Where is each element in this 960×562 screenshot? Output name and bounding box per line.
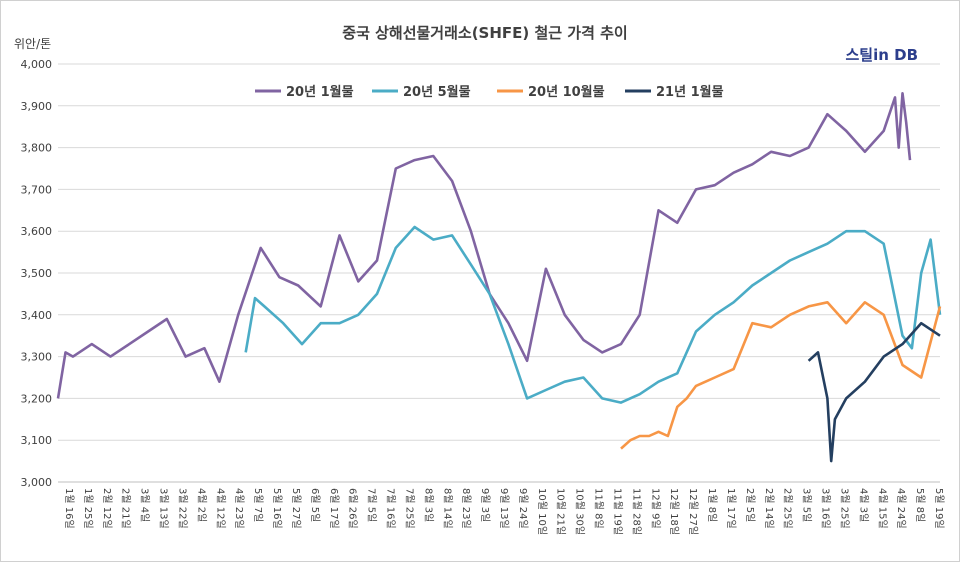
x-tick-label: 11월 19일 [611, 488, 623, 535]
x-tick-label: 11월 28일 [630, 488, 642, 535]
x-tick-label: 8월 14일 [441, 488, 453, 529]
x-tick-label: 3월 22일 [176, 488, 188, 529]
y-axis-unit: 위안/톤 [14, 37, 51, 51]
x-tick-label: 2월 14일 [763, 488, 775, 529]
x-tick-label: 9월 13일 [498, 488, 510, 529]
grid-lines [58, 63, 940, 483]
x-tick-label: 9월 3일 [479, 488, 491, 522]
x-tick-label: 2월 12일 [101, 488, 113, 529]
x-tick-label: 5월 27일 [290, 488, 302, 529]
series-line-2 [244, 225, 942, 404]
y-tick-label: 3,200 [21, 392, 53, 405]
x-tick-label: 4월 3일 [857, 488, 869, 522]
y-tick-label: 3,800 [21, 142, 53, 155]
y-tick-label: 3,000 [21, 476, 53, 489]
x-tick-label: 12월 18일 [668, 488, 680, 535]
x-tick-label: 1월 17일 [725, 488, 737, 529]
legend-label-4: 21년 1월물 [656, 84, 724, 100]
x-tick-label: 1월 8일 [706, 488, 718, 522]
x-tick-label: 7월 16일 [385, 488, 397, 529]
y-tick-label: 3,700 [21, 183, 53, 196]
x-tick-label: 3월 4일 [139, 488, 151, 522]
series-line-3 [620, 300, 942, 450]
legend: 20년 1월물 20년 5월물 20년 10월물 21년 1월물 [255, 84, 724, 100]
y-tick-label: 3,400 [21, 309, 53, 322]
x-tick-label: 12월 9일 [649, 488, 661, 529]
x-tick-label: 5월 19일 [933, 488, 945, 529]
x-tick-label: 6월 17일 [328, 488, 340, 529]
x-tick-label: 2월 25일 [782, 488, 794, 529]
x-tick-label: 3월 16일 [820, 488, 832, 529]
x-tick-label: 11월 8일 [593, 488, 605, 529]
x-tick-label: 1월 25일 [82, 488, 94, 529]
x-tick-label: 5월 8일 [914, 488, 926, 522]
legend-label-3: 20년 10월물 [528, 84, 605, 100]
x-tick-label: 2월 21일 [120, 488, 132, 529]
x-tick-label: 2월 5일 [744, 488, 756, 522]
x-tick-label: 3월 25일 [838, 488, 850, 529]
brand-logo: 스틸in DB [845, 46, 918, 64]
y-tick-label: 3,100 [21, 434, 53, 447]
chart-title: 중국 상해선물거래소(SHFE) 철근 가격 추이 [342, 24, 627, 42]
x-tick-label: 6월 26일 [347, 488, 359, 529]
x-tick-label: 10월 30일 [574, 488, 586, 535]
x-tick-label: 4월 23일 [233, 488, 245, 529]
y-tick-label: 3,900 [21, 100, 53, 113]
series-line-4 [807, 321, 941, 463]
y-tick-label: 3,300 [21, 351, 53, 364]
x-tick-label: 4월 15일 [876, 488, 888, 529]
x-tick-label: 6월 5일 [309, 488, 321, 522]
x-tick-label: 5월 16일 [271, 488, 283, 529]
x-axis: 1월 16일 1월 25일 2월 12일 2월 21일 3월 4일 3월 13일 3월 22… [63, 488, 945, 535]
series-line-1 [56, 92, 912, 399]
x-tick-label: 7월 25일 [403, 488, 415, 529]
x-tick-label: 3월 5일 [801, 488, 813, 522]
x-tick-label: 4월 2일 [195, 488, 207, 522]
x-tick-label: 10월 10일 [536, 488, 548, 535]
x-tick-label: 12월 27일 [687, 488, 699, 535]
legend-label-2: 20년 5월물 [403, 84, 471, 100]
x-tick-label: 8월 3일 [422, 488, 434, 522]
x-tick-label: 5월 7일 [252, 488, 264, 522]
y-axis: 3,000 3,100 3,200 3,300 3,400 3,500 3,600 3,700… [21, 58, 53, 489]
y-tick-label: 3,500 [21, 267, 53, 280]
x-tick-label: 10월 21일 [555, 488, 567, 535]
series-lines [56, 92, 942, 463]
x-tick-label: 1월 16일 [63, 488, 75, 529]
y-tick-label: 3,600 [21, 225, 53, 238]
legend-label-1: 20년 1월물 [286, 84, 354, 100]
x-tick-label: 8월 23일 [460, 488, 472, 529]
x-tick-label: 7월 5일 [366, 488, 378, 522]
x-tick-label: 4월 12일 [214, 488, 226, 529]
x-tick-label: 4월 24일 [895, 488, 907, 529]
x-tick-label: 9월 24일 [517, 488, 529, 529]
y-tick-label: 4,000 [21, 58, 53, 71]
x-tick-label: 3월 13일 [158, 488, 170, 529]
